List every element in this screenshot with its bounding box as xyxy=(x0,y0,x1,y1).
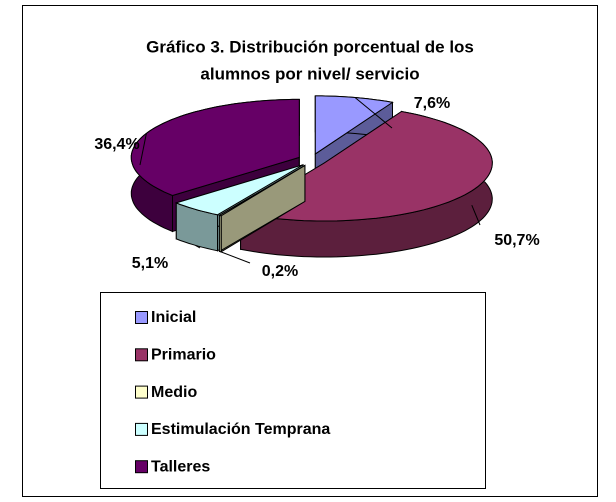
leader-line xyxy=(139,133,147,166)
legend-box xyxy=(100,292,486,489)
chart-title: alumnos por nivel/ servicio xyxy=(200,64,419,83)
legend-label: Primario xyxy=(151,347,216,364)
data-label: 5,1% xyxy=(132,255,168,272)
legend-swatch xyxy=(135,422,148,436)
data-label: 50,7% xyxy=(494,232,539,249)
pie-side xyxy=(218,214,222,253)
data-label: 0,2% xyxy=(262,263,298,280)
legend-label: Estimulación Temprana xyxy=(151,421,330,438)
chart-title: Gráfico 3. Distribución porcentual de lo… xyxy=(146,37,474,56)
legend-label: Medio xyxy=(151,384,197,401)
legend-swatch xyxy=(135,348,148,362)
legend-label: Talleres xyxy=(151,458,210,475)
leader-line xyxy=(195,244,201,249)
leader-line xyxy=(354,97,393,129)
legend-swatch xyxy=(135,385,148,399)
leader-line xyxy=(471,205,481,226)
pie-slice xyxy=(174,164,304,216)
legend-swatch xyxy=(135,460,148,474)
data-label: 7,6% xyxy=(414,95,450,112)
legend-label: Inicial xyxy=(151,309,196,326)
leader-line xyxy=(220,251,251,264)
legend-swatch xyxy=(135,311,148,324)
data-label: 36,4% xyxy=(94,136,139,153)
pie-slice xyxy=(218,164,306,217)
